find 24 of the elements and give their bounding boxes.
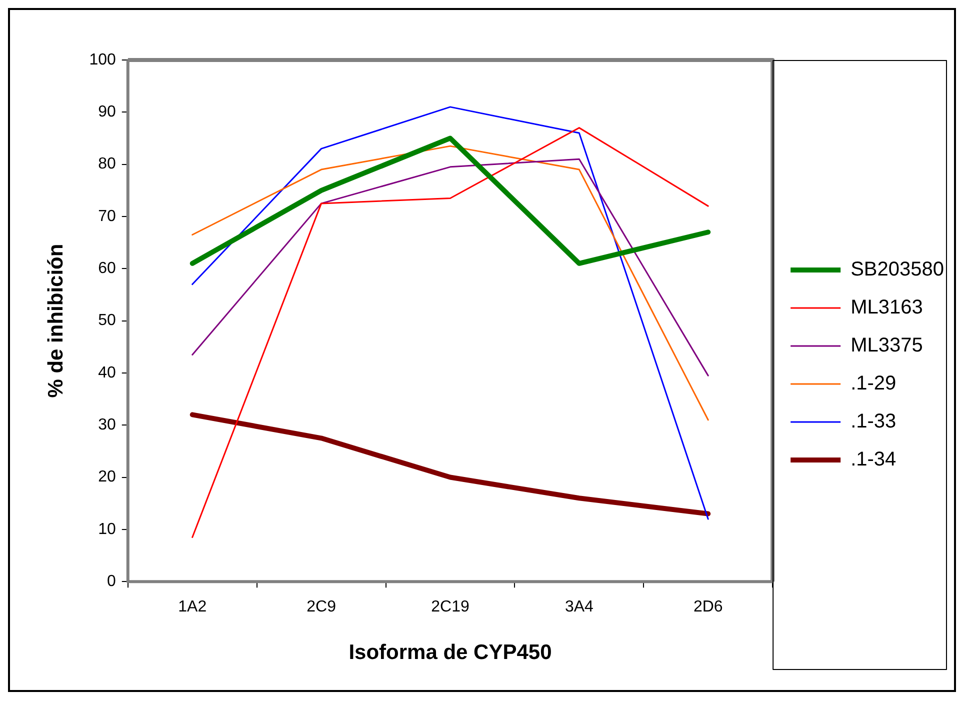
legend-label: .1-29 [850, 372, 896, 395]
legend-label: SB203580 [850, 258, 944, 281]
y-tick-label: 60 [98, 260, 116, 278]
x-axis-title: Isoforma de CYP450 [348, 641, 552, 664]
y-tick-label: 30 [98, 416, 116, 434]
legend-label: ML3163 [850, 296, 923, 319]
y-tick-label: 40 [98, 364, 116, 382]
y-tick-label: 80 [98, 156, 116, 173]
y-tick-label: 50 [98, 312, 116, 330]
legend-label: ML3375 [850, 334, 923, 357]
x-tick-label: 2D6 [693, 598, 723, 616]
x-tick-label: 2C9 [306, 598, 336, 616]
y-tick-label: 20 [98, 468, 116, 486]
y-axis-title: % de inhibición [44, 244, 68, 398]
x-tick-label: 3A4 [564, 598, 594, 616]
y-tick-label: 10 [98, 520, 116, 538]
y-tick-label: 0 [106, 573, 116, 590]
legend-label: .1-34 [850, 448, 896, 471]
x-tick-label: 2C19 [431, 598, 470, 616]
y-tick-label: 100 [89, 51, 116, 68]
y-tick-label: 90 [98, 104, 116, 121]
x-tick-label: 1A2 [178, 598, 207, 616]
legend-label: .1-33 [850, 410, 896, 433]
y-tick-label: 70 [98, 208, 116, 225]
